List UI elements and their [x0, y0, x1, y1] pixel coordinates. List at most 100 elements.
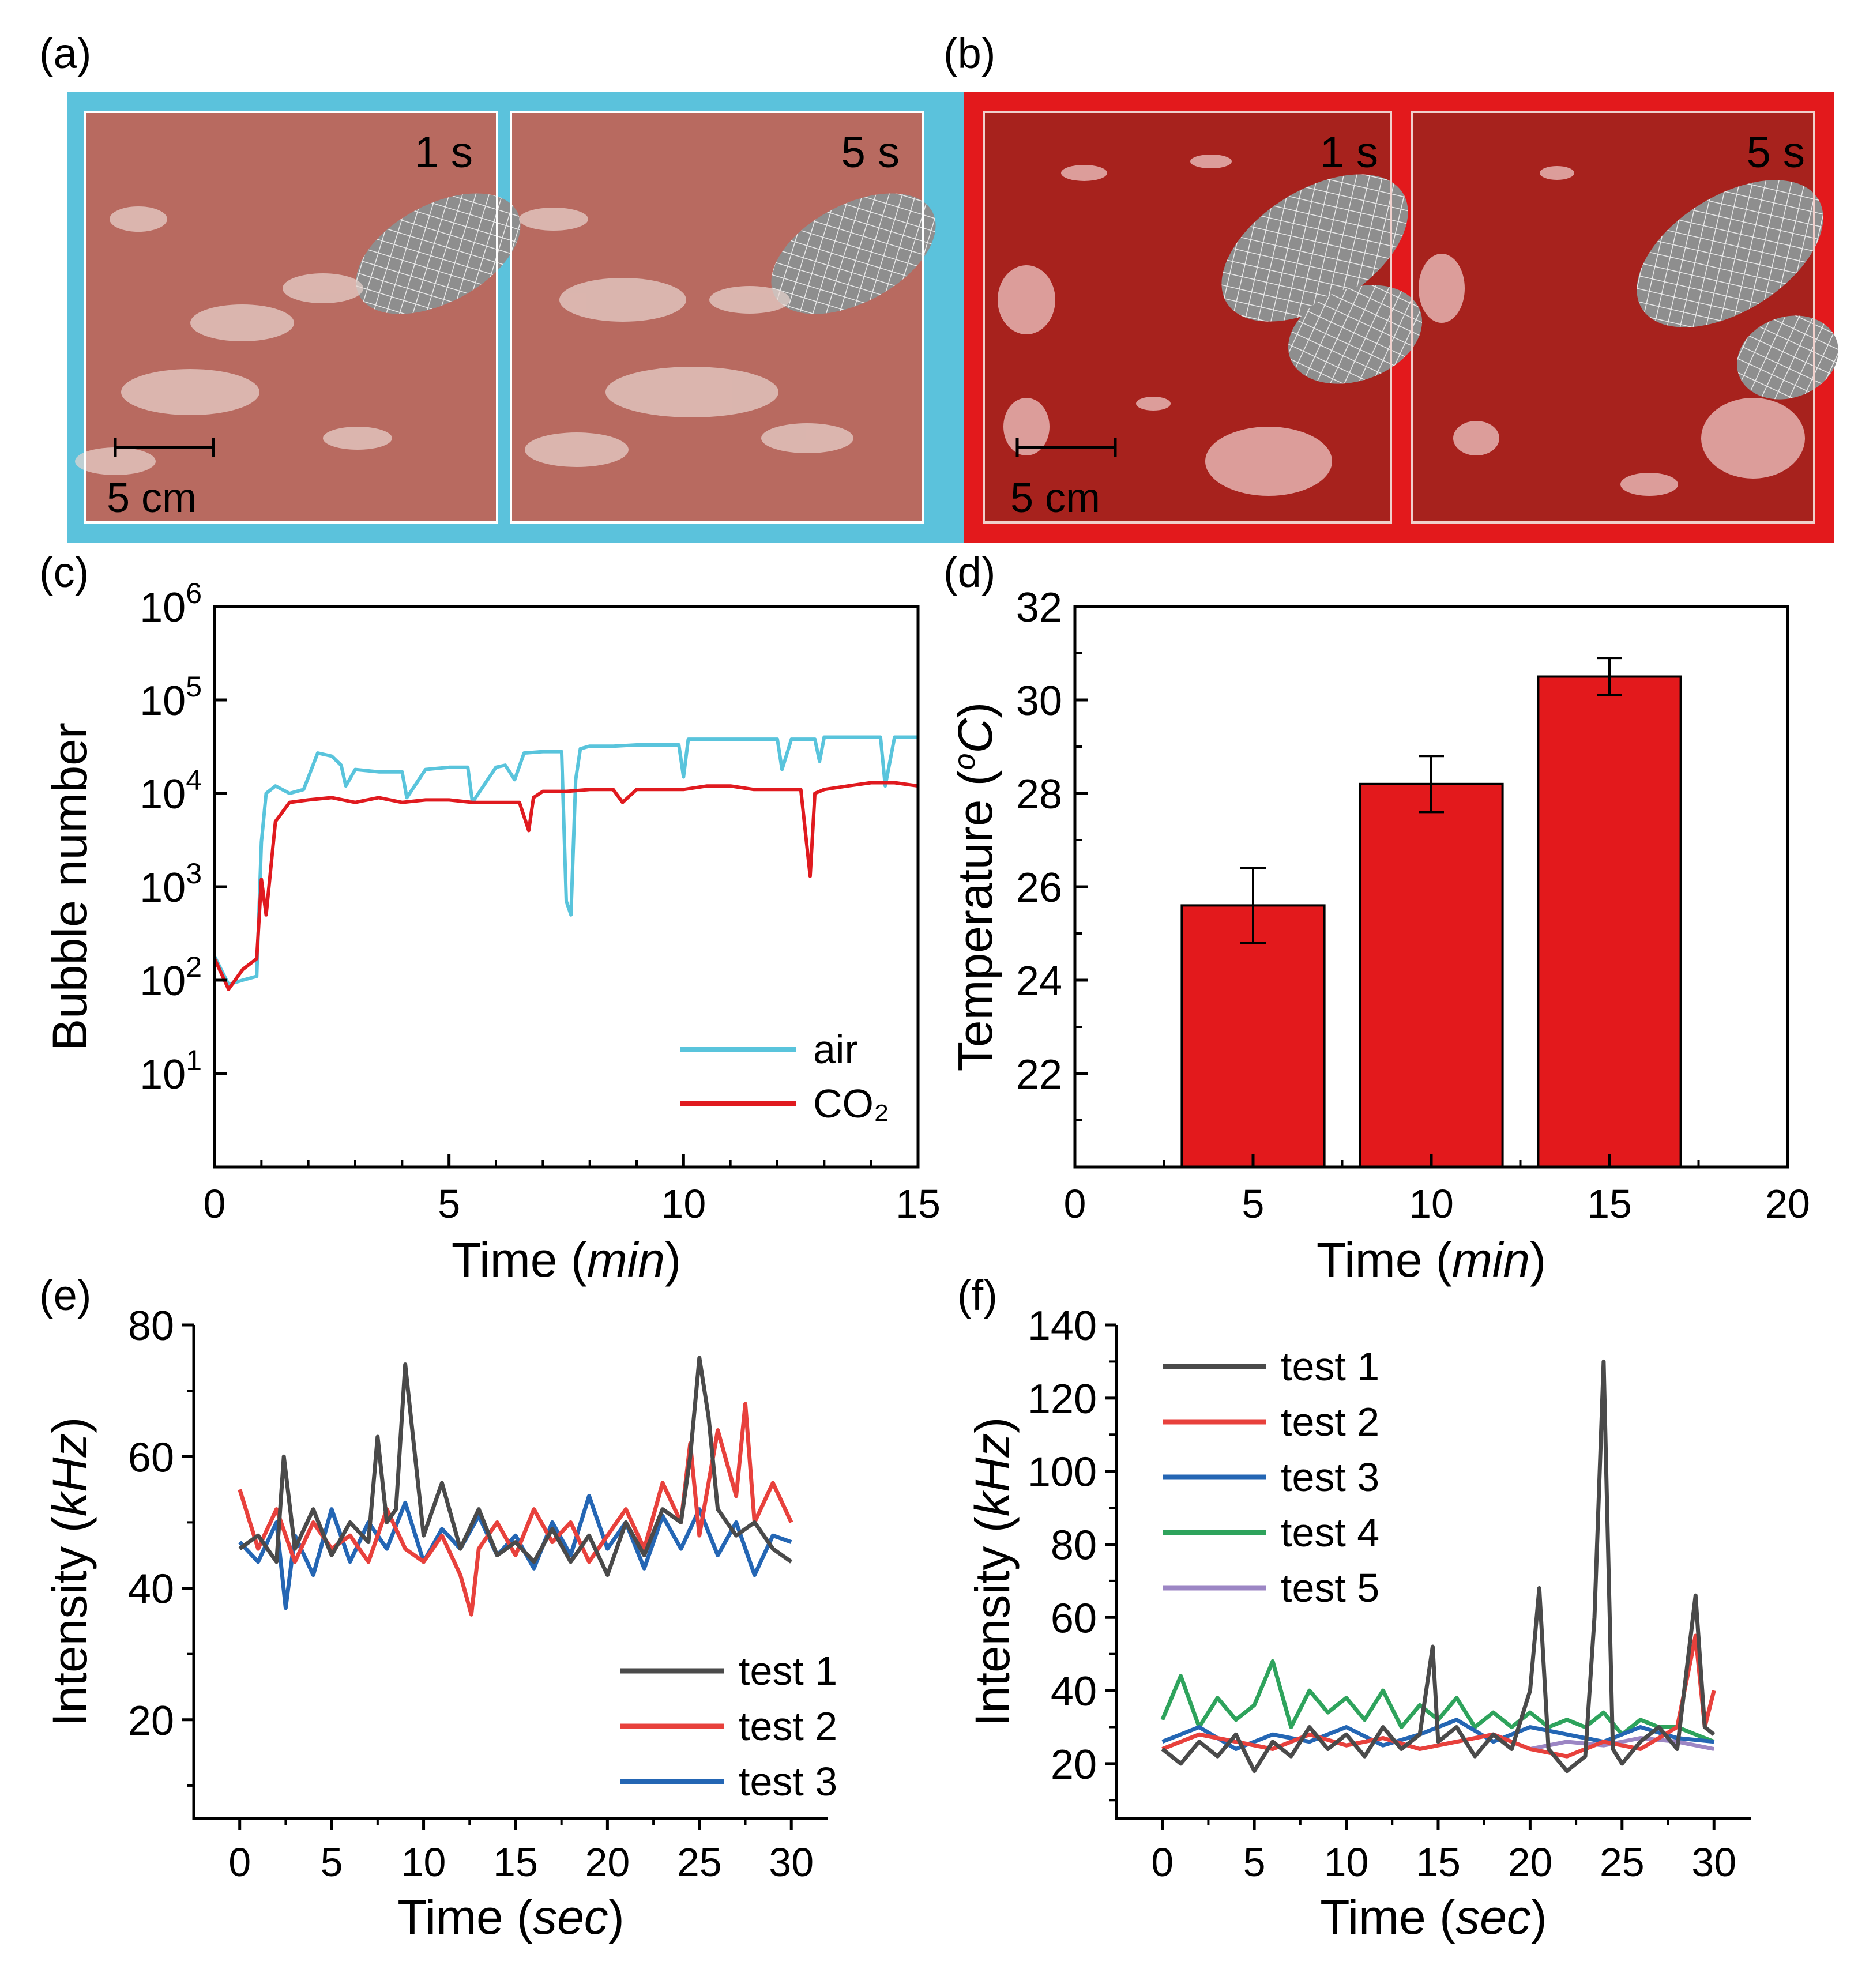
series-line-co2 — [213, 781, 919, 991]
y-tick-label: 40 — [128, 1567, 174, 1613]
x-axis-paren: ( — [557, 1233, 586, 1287]
y-axis-label: Intensity (kHz) — [43, 1417, 97, 1727]
y-tick-exp: 3 — [186, 857, 202, 890]
legend-label: test 5 — [1281, 1565, 1379, 1610]
y-axis-title: Intensity — [965, 1546, 1020, 1727]
y-tick-label: 103 — [140, 857, 202, 911]
y-axis-unit: C — [948, 717, 1002, 753]
x-axis-unit: sec — [533, 1890, 608, 1944]
x-tick-label: 5 — [438, 1181, 460, 1226]
y-tick-base: 10 — [140, 865, 186, 911]
y-tick-label: 40 — [1051, 1669, 1097, 1715]
x-axis-title: Time — [397, 1890, 503, 1944]
x-axis-paren: ( — [503, 1890, 533, 1944]
series-line-test1 — [238, 1356, 793, 1577]
foam-b — [998, 155, 1805, 496]
y-tick-label: 140 — [1028, 1303, 1097, 1349]
panel-c-label: (c) — [39, 548, 89, 596]
y-axis-label: Temperature (oC) — [948, 702, 1002, 1071]
x-tick-label: 0 — [1151, 1840, 1174, 1885]
x-tick-label: 10 — [661, 1181, 706, 1226]
y-axis-paren: ( — [965, 1516, 1020, 1546]
x-axis-paren: ) — [608, 1890, 625, 1944]
panel-b-photos: 1 s 5 s 5 cm — [964, 92, 1838, 543]
y-tick-label: 32 — [1016, 585, 1062, 631]
x-axis-label: Time (min) — [1317, 1233, 1546, 1287]
hose-b1 — [1221, 174, 1408, 322]
panel-b-scale-bar — [1015, 438, 1117, 457]
x-axis-label: Time (min) — [452, 1233, 681, 1287]
panel-e-axes — [192, 1325, 828, 1820]
panel-b-label: (b) — [943, 29, 995, 77]
x-tick-label: 15 — [493, 1840, 538, 1885]
foam-a — [75, 206, 853, 475]
y-axis-unit-sup: o — [948, 753, 981, 770]
y-axis-unit: kHz — [43, 1433, 97, 1517]
panel-a-time-2: 5 s — [841, 128, 900, 177]
y-tick-label: 22 — [1016, 1052, 1062, 1098]
error-bar — [1419, 755, 1444, 814]
y-tick-label: 105 — [140, 671, 202, 724]
legend-label: test 3 — [1281, 1455, 1379, 1500]
y-axis-label: Bubble number — [43, 722, 97, 1051]
series-line-test1 — [1161, 1359, 1716, 1774]
y-axis-title: Temperature — [948, 800, 1002, 1072]
y-tick-label: 60 — [128, 1434, 174, 1481]
x-tick-label: 15 — [1416, 1840, 1461, 1885]
panel-e-label: (e) — [39, 1271, 91, 1319]
y-tick-label: 20 — [1051, 1742, 1097, 1788]
legend-label: test 4 — [1281, 1510, 1379, 1555]
x-axis-title: Time — [452, 1233, 558, 1287]
y-tick-label: 26 — [1016, 865, 1062, 911]
legend-label: test 1 — [1281, 1344, 1379, 1389]
y-tick-base: 10 — [140, 958, 186, 1004]
y-tick-label: 106 — [140, 577, 202, 631]
x-axis-unit: min — [587, 1233, 665, 1287]
x-tick-label: 5 — [1242, 1181, 1265, 1226]
x-tick-label: 10 — [1324, 1840, 1369, 1885]
y-tick-exp: 1 — [186, 1044, 202, 1076]
y-tick-exp: 6 — [186, 577, 202, 609]
panel-f-axes — [1115, 1325, 1751, 1820]
y-axis-unit: kHz — [965, 1433, 1020, 1517]
y-tick-label: 30 — [1016, 678, 1062, 724]
x-axis-paren: ) — [1530, 1233, 1546, 1287]
bar — [1537, 675, 1682, 1168]
y-tick-base: 10 — [140, 585, 186, 631]
y-axis-paren: ) — [43, 1417, 97, 1433]
x-tick-label: 15 — [896, 1181, 941, 1226]
x-axis-label: Time (sec) — [1320, 1890, 1547, 1944]
y-axis-title: Intensity — [43, 1546, 97, 1727]
hose-a2 — [771, 193, 936, 314]
x-tick-label: 5 — [1243, 1840, 1266, 1885]
x-axis-paren: ( — [1426, 1890, 1455, 1944]
hose-b2 — [1288, 285, 1423, 384]
x-tick-label: 0 — [228, 1840, 251, 1885]
y-tick-label: 80 — [128, 1303, 174, 1349]
bar — [1359, 782, 1504, 1169]
y-tick-label: 20 — [128, 1698, 174, 1744]
x-axis-paren: ) — [1531, 1890, 1547, 1944]
y-tick-label: 28 — [1016, 771, 1062, 818]
error-bar — [1240, 867, 1266, 944]
panel-a-scale-label: 5 cm — [107, 475, 197, 521]
panel-a-time-1: 1 s — [415, 128, 473, 177]
x-tick-label: 20 — [1507, 1840, 1552, 1885]
panel-b-time-2: 5 s — [1747, 128, 1805, 177]
x-axis-title: Time — [1320, 1890, 1426, 1944]
panel-d-label: (d) — [943, 548, 995, 596]
y-tick-label: 120 — [1028, 1376, 1097, 1422]
bar — [1180, 904, 1326, 1169]
y-tick-label: 102 — [140, 951, 202, 1004]
panel-b-time-1: 1 s — [1320, 128, 1378, 177]
x-tick-label: 25 — [677, 1840, 722, 1885]
y-tick-base: 10 — [140, 1052, 186, 1098]
panel-a-label: (a) — [39, 29, 91, 77]
y-tick-exp: 4 — [186, 764, 202, 796]
y-axis-paren: ) — [948, 702, 1002, 718]
y-tick-label: 80 — [1051, 1522, 1097, 1568]
legend-label: CO₂ — [813, 1081, 889, 1126]
